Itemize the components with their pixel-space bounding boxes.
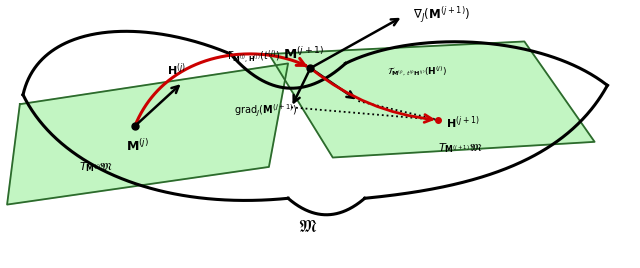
Polygon shape bbox=[7, 64, 288, 204]
Text: $\mathbf{H}^{(j)}$: $\mathbf{H}^{(j)}$ bbox=[167, 62, 186, 79]
Text: $\mathfrak{M}$: $\mathfrak{M}$ bbox=[298, 218, 317, 236]
Text: $\mathbf{M}^{(j+1)}$: $\mathbf{M}^{(j+1)}$ bbox=[284, 47, 325, 62]
Text: $\Gamma_{\mathbf{M}^{(j)},\mathbf{H}^{(j)}}(t^{(j)})$: $\Gamma_{\mathbf{M}^{(j)},\mathbf{H}^{(j… bbox=[227, 48, 281, 65]
Polygon shape bbox=[269, 42, 595, 158]
Text: $T_{\mathbf{M}^{(j)}}\mathfrak{M}$: $T_{\mathbf{M}^{(j)}}\mathfrak{M}$ bbox=[79, 160, 114, 174]
Text: $\mathcal{T}_{\mathbf{M}^{(j)},t^{(j)}\mathbf{H}^{(j)}}(\mathbf{H}^{(j)})$: $\mathcal{T}_{\mathbf{M}^{(j)},t^{(j)}\m… bbox=[387, 64, 447, 78]
Text: $\nabla_J(\mathbf{M}^{(j+1)})$: $\nabla_J(\mathbf{M}^{(j+1)})$ bbox=[413, 5, 470, 25]
Text: $\mathbf{M}^{(j)}$: $\mathbf{M}^{(j)}$ bbox=[127, 138, 150, 154]
Text: $T_{\mathbf{M}^{(j+1)}}\mathfrak{M}$: $T_{\mathbf{M}^{(j+1)}}\mathfrak{M}$ bbox=[438, 141, 483, 155]
Text: $\mathrm{grad}_{J}(\mathbf{M}^{(j+1)})$: $\mathrm{grad}_{J}(\mathbf{M}^{(j+1)})$ bbox=[234, 103, 298, 119]
Text: $\mathbf{H}^{(j+1)}$: $\mathbf{H}^{(j+1)}$ bbox=[446, 114, 479, 131]
